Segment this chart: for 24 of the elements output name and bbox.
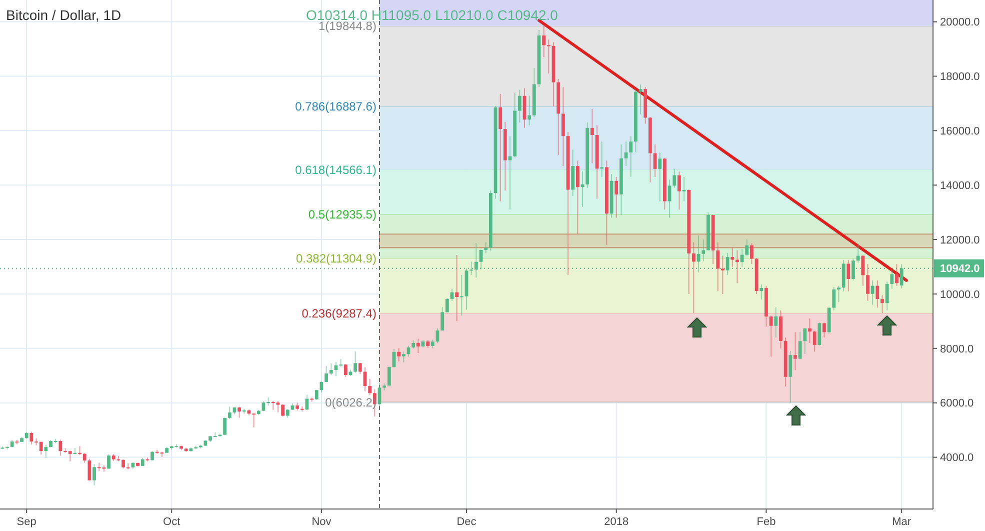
band-label: 0.5(12935.5) bbox=[308, 207, 376, 222]
y-tick-label: 4000.0 bbox=[940, 452, 974, 464]
y-tick-label: 18000.0 bbox=[940, 71, 980, 84]
y-tick-label: 12000.0 bbox=[940, 234, 980, 246]
y-tick-label: 6000.0 bbox=[940, 398, 974, 410]
x-tick-label: Mar bbox=[892, 516, 912, 528]
x-tick-label: Nov bbox=[312, 516, 332, 528]
x-tick-label: Feb bbox=[756, 516, 776, 528]
y-tick-label: 16000.0 bbox=[940, 126, 980, 138]
x-tick-label: Dec bbox=[456, 516, 477, 528]
y-tick-label: 14000.0 bbox=[940, 180, 980, 192]
text: Bitcoin / Dollar, 1D bbox=[6, 7, 122, 23]
y-tick-label: 20000.0 bbox=[940, 16, 980, 29]
ref-line-label: 10942.0 bbox=[940, 263, 980, 276]
y-tick-label: 10000.0 bbox=[940, 288, 980, 301]
band-label: 0.382(11304.9) bbox=[296, 252, 376, 266]
band-label: 0.236(9287.4) bbox=[302, 306, 376, 321]
band-label: 0.618(14566.1) bbox=[295, 162, 376, 177]
y-tick-label: 8000.0 bbox=[940, 343, 974, 356]
band-label: 0.786(16887.6) bbox=[295, 100, 376, 114]
band-label: 1(19844.8) bbox=[318, 19, 376, 34]
x-tick-label: Oct bbox=[163, 516, 180, 528]
x-tick-label: Sep bbox=[16, 516, 36, 528]
x-tick-label: 2018 bbox=[604, 516, 629, 528]
